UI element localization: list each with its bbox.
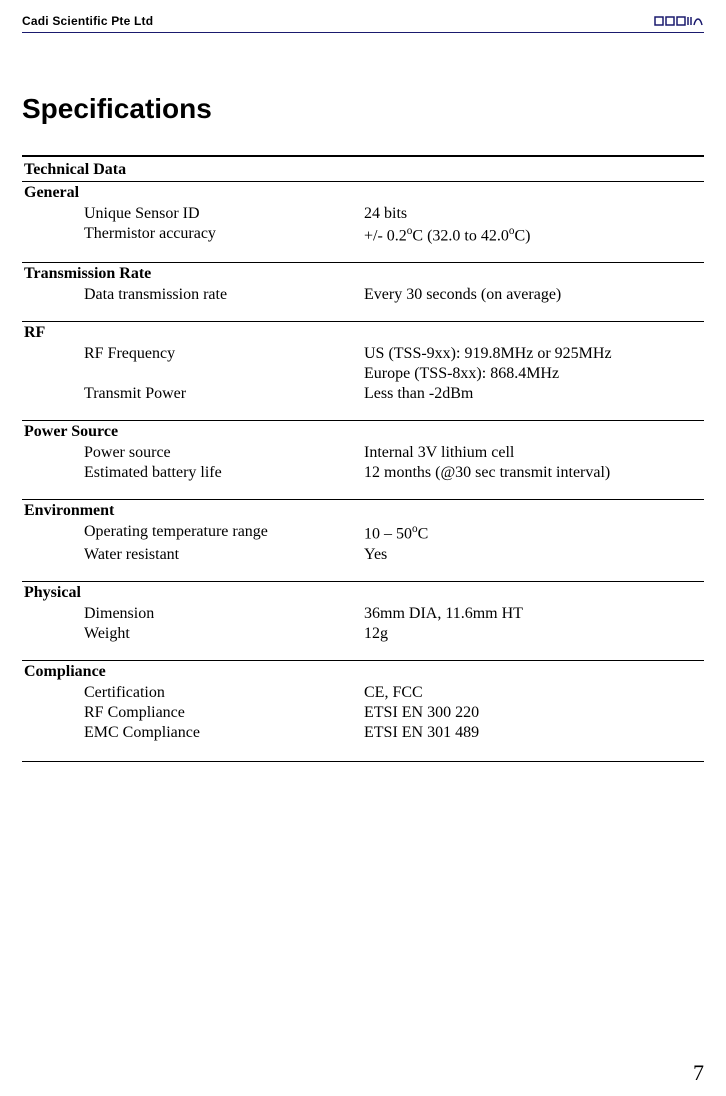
- spec-value: CE, FCC: [363, 683, 704, 703]
- spec-row: RF ComplianceETSI EN 300 220: [22, 703, 704, 723]
- spec-label: Transmit Power: [22, 384, 363, 404]
- section-heading: Transmission Rate: [22, 263, 704, 286]
- spec-value: Yes: [363, 545, 704, 565]
- section-heading: General: [22, 182, 704, 205]
- page-title: Specifications: [22, 93, 704, 125]
- section-heading: Environment: [22, 500, 704, 523]
- spec-label: Operating temperature range: [22, 522, 363, 544]
- spec-value: +/- 0.2oC (32.0 to 42.0oC): [363, 224, 704, 246]
- spec-value: 36mm DIA, 11.6mm HT: [363, 604, 704, 624]
- spec-value: Europe (TSS-8xx): 868.4MHz: [363, 364, 704, 384]
- spec-row: RF FrequencyUS (TSS-9xx): 919.8MHz or 92…: [22, 344, 704, 364]
- spec-label: Dimension: [22, 604, 363, 624]
- spec-row: Estimated battery life12 months (@30 sec…: [22, 463, 704, 483]
- spec-label: Thermistor accuracy: [22, 224, 363, 246]
- section-heading: Power Source: [22, 421, 704, 444]
- spec-value: Less than -2dBm: [363, 384, 704, 404]
- spec-value: ETSI EN 301 489: [363, 723, 704, 743]
- cadi-logo-icon: [654, 12, 704, 30]
- spec-label: Data transmission rate: [22, 285, 363, 305]
- spec-row: Power sourceInternal 3V lithium cell: [22, 443, 704, 463]
- spec-table: Technical Data GeneralUnique Sensor ID24…: [22, 155, 704, 762]
- spec-label: RF Frequency: [22, 344, 363, 364]
- spec-row: Water resistantYes: [22, 545, 704, 565]
- company-name: Cadi Scientific Pte Ltd: [22, 14, 153, 28]
- spec-row: Europe (TSS-8xx): 868.4MHz: [22, 364, 704, 384]
- page-header: Cadi Scientific Pte Ltd: [22, 12, 704, 33]
- spec-label: Water resistant: [22, 545, 363, 565]
- spec-label: EMC Compliance: [22, 723, 363, 743]
- spec-value: 24 bits: [363, 204, 704, 224]
- spec-value: ETSI EN 300 220: [363, 703, 704, 723]
- spec-value: 12g: [363, 624, 704, 644]
- spec-value: 12 months (@30 sec transmit interval): [363, 463, 704, 483]
- spec-label: [22, 364, 363, 384]
- spec-label: Power source: [22, 443, 363, 463]
- spec-row: Thermistor accuracy+/- 0.2oC (32.0 to 42…: [22, 224, 704, 246]
- page-number: 7: [693, 1060, 704, 1086]
- spec-value: Every 30 seconds (on average): [363, 285, 704, 305]
- table-title: Technical Data: [22, 159, 704, 182]
- spec-row: Data transmission rateEvery 30 seconds (…: [22, 285, 704, 305]
- spec-value: 10 – 50oC: [363, 522, 704, 544]
- spec-label: RF Compliance: [22, 703, 363, 723]
- spec-label: Estimated battery life: [22, 463, 363, 483]
- spec-row: EMC ComplianceETSI EN 301 489: [22, 723, 704, 743]
- spec-value: US (TSS-9xx): 919.8MHz or 925MHz: [363, 344, 704, 364]
- spec-row: Weight12g: [22, 624, 704, 644]
- spec-row: Transmit PowerLess than -2dBm: [22, 384, 704, 404]
- spec-label: Weight: [22, 624, 363, 644]
- spec-value: Internal 3V lithium cell: [363, 443, 704, 463]
- spec-label: Certification: [22, 683, 363, 703]
- spec-row: Dimension36mm DIA, 11.6mm HT: [22, 604, 704, 624]
- section-heading: RF: [22, 322, 704, 345]
- section-heading: Compliance: [22, 660, 704, 683]
- section-heading: Physical: [22, 581, 704, 604]
- spec-label: Unique Sensor ID: [22, 204, 363, 224]
- spec-row: Unique Sensor ID24 bits: [22, 204, 704, 224]
- spec-row: CertificationCE, FCC: [22, 683, 704, 703]
- spec-row: Operating temperature range10 – 50oC: [22, 522, 704, 544]
